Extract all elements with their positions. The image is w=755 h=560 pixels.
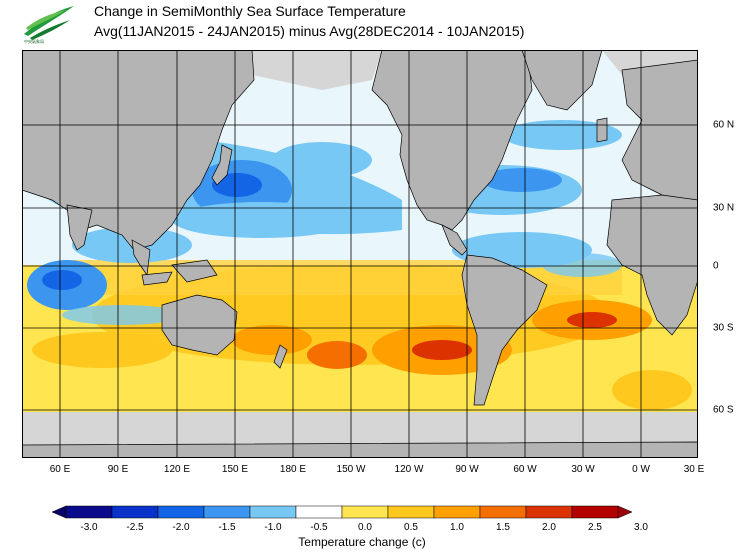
lon-label-90w: 90 W <box>455 464 479 475</box>
lon-label-180e: 180 E <box>279 464 307 475</box>
colorbar-tick-label: 1.5 <box>496 522 510 533</box>
colorbar-swatch <box>203 505 251 519</box>
lon-label-30e: 30 E <box>683 464 705 475</box>
lon-label-0w: 0 W <box>632 464 650 475</box>
cwb-leaf-logo-icon: 中央氣象局 <box>24 6 74 44</box>
colorbar-swatch <box>571 505 619 519</box>
lon-label-60w: 60 W <box>513 464 537 475</box>
colorbar-swatch <box>387 505 435 519</box>
colorbar-swatch <box>65 505 113 519</box>
sst-change-map <box>22 50 698 458</box>
colorbar-swatch <box>111 505 159 519</box>
colorbar-under-arrow <box>51 505 67 519</box>
colorbar-tick-label: -1.5 <box>218 522 236 533</box>
chart-title: Change in SemiMonthly Sea Surface Temper… <box>94 3 406 19</box>
colorbar-tick-label: -3.0 <box>80 522 98 533</box>
graticule <box>22 50 698 458</box>
colorbar-tick-label: -2.0 <box>172 522 190 533</box>
colorbar-title: Temperature change (c) <box>298 535 426 549</box>
colorbar-svg <box>51 505 633 519</box>
lon-label-120w: 120 W <box>394 464 424 475</box>
land-masses <box>22 50 698 458</box>
lat-label-30s: 30 S <box>713 322 734 334</box>
colorbar-swatch <box>479 505 527 519</box>
lon-label-30w: 30 W <box>571 464 595 475</box>
colorbar-tick-label: 0.0 <box>358 522 372 533</box>
lon-label-150w: 150 W <box>336 464 366 475</box>
land-south-america <box>461 254 548 406</box>
colorbar-over-arrow <box>617 505 633 519</box>
lon-label-90e: 90 E <box>107 464 129 475</box>
land-australia <box>161 294 238 356</box>
chart-subtitle: Avg(11JAN2015 - 24JAN2015) minus Avg(28D… <box>94 23 525 39</box>
map-frame <box>22 50 698 458</box>
colorbar-swatch <box>249 505 297 519</box>
colorbar-tick-label: -1.0 <box>264 522 282 533</box>
colorbar-tick-label: 1.0 <box>450 522 464 533</box>
lon-label-120e: 120 E <box>163 464 191 475</box>
colorbar-tick-label: 2.0 <box>542 522 556 533</box>
land-asia <box>22 50 255 251</box>
logo-caption: 中央氣象局 <box>24 38 44 44</box>
lon-label-150e: 150 E <box>221 464 249 475</box>
colorbar-tick-label: 0.5 <box>404 522 418 533</box>
colorbar: -3.0 -2.5 -2.0 -1.5 -1.0 -0.5 0.0 0.5 1.0 1.5 2.0 2… <box>50 500 674 560</box>
colorbar-tick-label: -2.5 <box>126 522 144 533</box>
colorbar-tick-label: -0.5 <box>310 522 328 533</box>
lat-label-eq: 0 <box>713 260 719 272</box>
lat-label-60n: 60 N <box>713 119 735 131</box>
colorbar-tick-label: 2.5 <box>588 522 602 533</box>
colorbar-swatch <box>525 505 573 519</box>
colorbar-swatch <box>295 505 343 519</box>
colorbar-tick-label: 3.0 <box>634 522 648 533</box>
land-antarctica <box>22 441 698 458</box>
land-africa <box>606 194 698 336</box>
colorbar-swatch <box>157 505 205 519</box>
colorbar-swatch <box>433 505 481 519</box>
colorbar-swatch <box>341 505 389 519</box>
lon-label-60e: 60 E <box>49 464 71 475</box>
lat-label-30n: 30 N <box>713 202 735 214</box>
land-japan <box>211 144 233 186</box>
map-svg <box>22 50 698 458</box>
header: 中央氣象局 Change in SemiMonthly Sea Surface … <box>0 0 755 50</box>
land-greenland <box>521 50 603 111</box>
lat-label-60s: 60 S <box>713 404 734 416</box>
